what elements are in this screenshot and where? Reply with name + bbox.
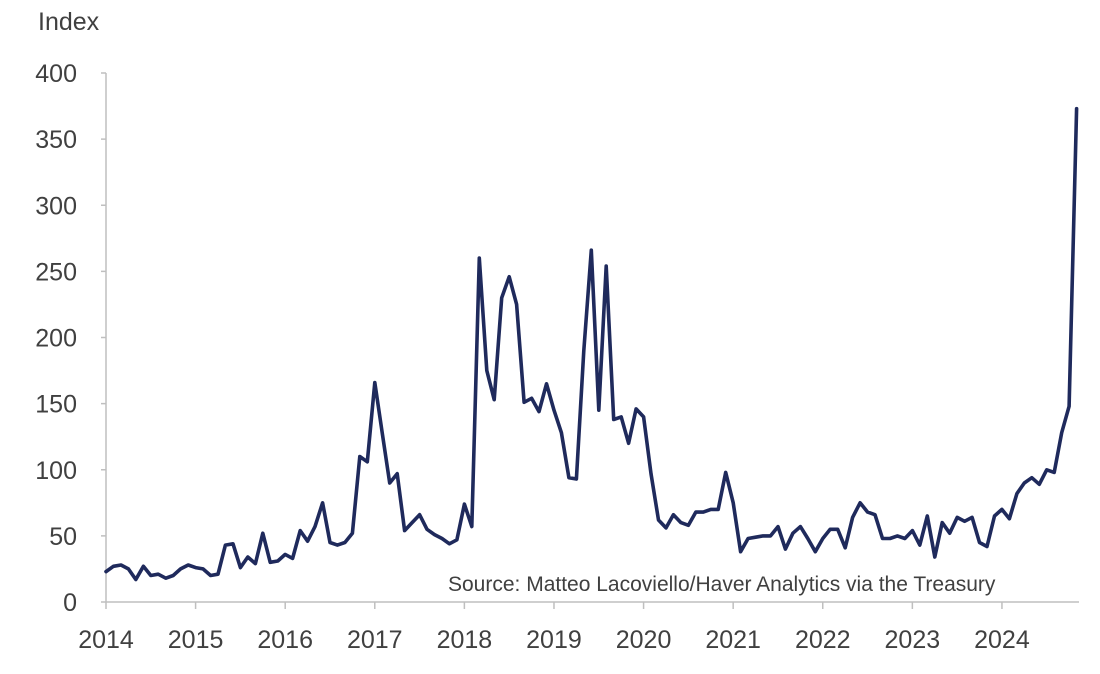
y-tick-label: 0 bbox=[63, 589, 77, 617]
x-tick-label: 2019 bbox=[526, 626, 582, 654]
y-tick-label: 250 bbox=[35, 258, 77, 286]
source-note: Source: Matteo Lacoviello/Haver Analytic… bbox=[448, 573, 996, 596]
x-tick-label: 2015 bbox=[168, 626, 224, 654]
x-tick-label: 2024 bbox=[974, 626, 1030, 654]
y-tick-label: 300 bbox=[35, 192, 77, 220]
x-tick-label: 2018 bbox=[437, 626, 493, 654]
x-axis: 2014 2015 2016 2017 2018 2019 2020 2021 2022 2023… bbox=[78, 601, 1079, 654]
x-tick-label: 2016 bbox=[257, 626, 313, 654]
series-line bbox=[104, 106, 1079, 582]
x-tick-label: 2014 bbox=[78, 626, 134, 654]
x-tick-label: 2020 bbox=[616, 626, 672, 654]
x-tick-label: 2017 bbox=[347, 626, 403, 654]
y-tick-label: 100 bbox=[35, 457, 77, 485]
data-points bbox=[106, 109, 1077, 580]
x-tick-label: 2021 bbox=[705, 626, 761, 654]
y-axis: 0 50 100 150 200 250 300 350 400 bbox=[35, 60, 107, 617]
x-tick-label: 2022 bbox=[795, 626, 851, 654]
y-tick-label: 50 bbox=[49, 523, 77, 551]
y-tick-label: 400 bbox=[35, 60, 77, 88]
y-tick-label: 350 bbox=[35, 126, 77, 154]
x-tick-label: 2023 bbox=[885, 626, 941, 654]
y-tick-label: 200 bbox=[35, 325, 77, 353]
y-tick-label: 150 bbox=[35, 391, 77, 419]
y-axis-title: Index bbox=[38, 8, 100, 36]
